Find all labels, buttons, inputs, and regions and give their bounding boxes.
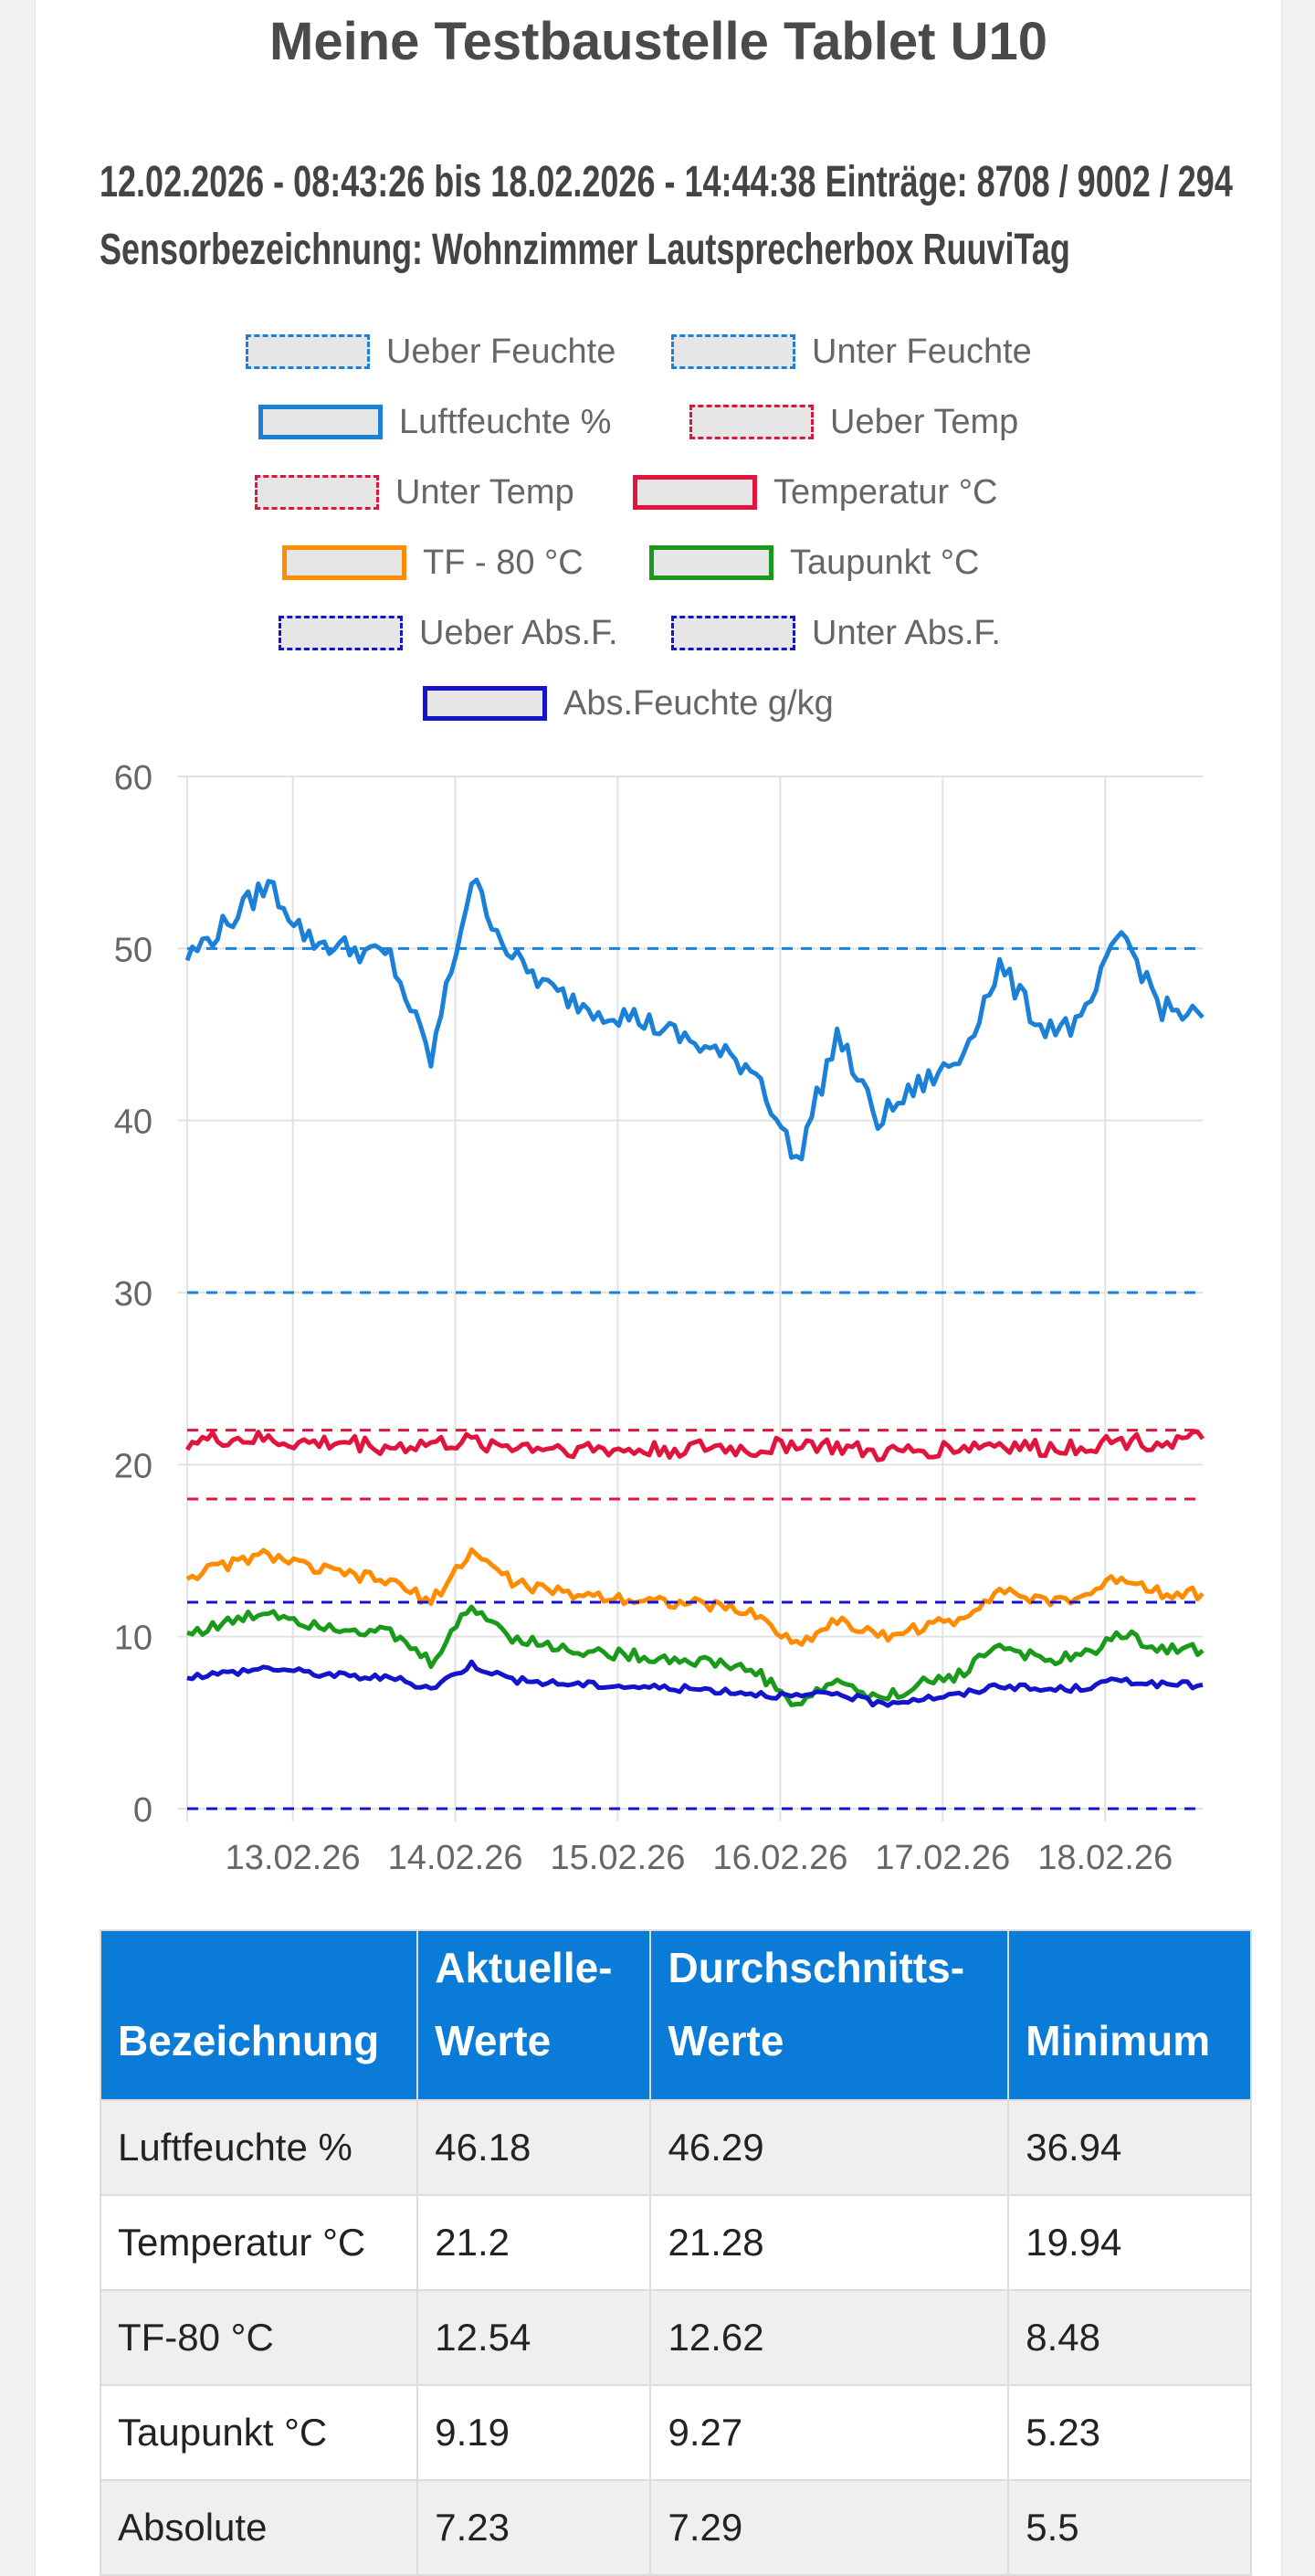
cell-average: 21.28	[649, 2194, 1010, 2291]
cell-current: 9.19	[416, 2384, 652, 2481]
legend-item[interactable]: TF - 80 °C	[282, 543, 584, 583]
legend-swatch	[633, 475, 757, 510]
series-line	[185, 1547, 1205, 1647]
legend-label: Taupunkt °C	[790, 543, 980, 582]
legend-label: Unter Abs.F.	[812, 613, 1001, 652]
legend-item[interactable]: Abs.Feuchte g/kg	[423, 683, 834, 723]
table-row: Absolute 7.23 7.29 5.5	[99, 2479, 1252, 2576]
legend-label: Unter Feuchte	[812, 332, 1032, 371]
legend-item[interactable]: Unter Abs.F.	[671, 613, 1001, 653]
table-row: Luftfeuchte % 46.18 46.29 36.94	[99, 2099, 1252, 2196]
legend-swatch	[671, 616, 795, 650]
cell-label: Luftfeuchte %	[99, 2099, 419, 2196]
legend-swatch	[649, 545, 773, 580]
header-bezeichnung: Bezeichnung	[99, 1929, 419, 2101]
cell-current: 7.23	[416, 2479, 652, 2576]
series-line	[186, 1659, 1204, 1708]
x-tick-label: 14.02.26	[388, 1839, 523, 1877]
legend-item[interactable]: Luftfeuchte %	[258, 402, 611, 442]
sensor-name: Sensorbezeichnung: Wohnzimmer Lautsprech…	[100, 226, 1070, 274]
legend-item[interactable]: Ueber Temp	[689, 402, 1018, 442]
y-tick-label: 30	[114, 1275, 153, 1314]
stats-table: Bezeichnung Aktuelle- Werte Durchschnitts…	[99, 1929, 1252, 2576]
legend-swatch	[689, 405, 814, 439]
y-tick-label: 60	[114, 759, 153, 797]
cell-current: 21.2	[416, 2194, 652, 2291]
legend-swatch	[423, 686, 547, 721]
y-tick-label: 20	[114, 1447, 153, 1485]
legend-label: Abs.Feuchte g/kg	[563, 683, 834, 723]
y-tick-label: 0	[133, 1791, 153, 1830]
page-title: Meine Testbaustelle Tablet U10	[269, 12, 1047, 71]
x-tick-label: 18.02.26	[1037, 1839, 1173, 1877]
legend-label: Ueber Feuchte	[386, 332, 616, 371]
series-line	[184, 1429, 1205, 1462]
x-tick-label: 17.02.26	[875, 1839, 1010, 1877]
table-clip: Bezeichnung Aktuelle- Werte Durchschnitts…	[36, 0, 1252, 2576]
legend-swatch	[282, 545, 406, 580]
cell-average: 46.29	[649, 2099, 1010, 2196]
legend-label: Luftfeuchte %	[399, 402, 612, 441]
cell-label: Temperatur °C	[99, 2194, 419, 2291]
legend-item[interactable]: Temperatur °C	[633, 472, 997, 512]
legend-item[interactable]: Ueber Abs.F.	[279, 613, 618, 653]
header-durchschnitts-werte: Durchschnitts- Werte	[649, 1929, 1010, 2101]
legend-item[interactable]: Ueber Feuchte	[246, 332, 615, 372]
y-tick-label: 50	[114, 931, 153, 969]
y-tick-label: 40	[114, 1103, 153, 1142]
cell-minimum: 19.94	[1007, 2194, 1252, 2291]
cell-label: TF-80 °C	[99, 2289, 419, 2386]
legend-swatch	[246, 334, 370, 369]
cell-minimum: 36.94	[1007, 2099, 1252, 2196]
legend-label: Ueber Abs.F.	[419, 613, 618, 652]
header-aktuelle-werte: Aktuelle- Werte	[416, 1929, 652, 2101]
legend-label: TF - 80 °C	[423, 543, 584, 582]
y-tick-label: 10	[114, 1620, 153, 1658]
cell-average: 9.27	[649, 2384, 1010, 2481]
cell-average: 12.62	[649, 2289, 1010, 2386]
legend-swatch	[279, 616, 403, 650]
table-header-row: Bezeichnung Aktuelle- Werte Durchschnitts…	[99, 1929, 1252, 2101]
cell-minimum: 8.48	[1007, 2289, 1252, 2386]
legend-swatch	[671, 334, 795, 369]
series-line	[186, 1604, 1205, 1707]
cell-minimum: 5.23	[1007, 2384, 1252, 2481]
header-minimum: Minimum	[1007, 1929, 1252, 2101]
legend-swatch	[258, 405, 383, 439]
legend-item[interactable]: Taupunkt °C	[649, 543, 979, 583]
page-card: Meine Testbaustelle Tablet U10 12.02.202…	[35, 0, 1282, 2576]
legend-label: Unter Temp	[395, 472, 574, 512]
cell-current: 46.18	[416, 2099, 652, 2196]
table-row: Temperatur °C 21.2 21.28 19.94	[99, 2194, 1252, 2291]
sensor-line-chart: 0 10 20 30 40 50 60 13.02.26 14.02.26 15.02.26 16.…	[114, 759, 1205, 1877]
x-tick-label: 13.02.26	[226, 1839, 361, 1877]
x-tick-label: 16.02.26	[712, 1839, 847, 1877]
cell-current: 12.54	[416, 2289, 652, 2386]
cell-minimum: 5.5	[1007, 2479, 1252, 2576]
series-line	[184, 877, 1205, 1162]
x-tick-label: 15.02.26	[551, 1839, 686, 1877]
legend-item[interactable]: Unter Feuchte	[671, 332, 1032, 372]
legend-label: Ueber Temp	[830, 402, 1019, 441]
cell-label: Absolute	[99, 2479, 419, 2576]
legend-label: Temperatur °C	[773, 472, 998, 512]
cell-average: 7.29	[649, 2479, 1010, 2576]
cell-label: Taupunkt °C	[99, 2384, 419, 2481]
legend-swatch	[255, 475, 379, 510]
table-row: Taupunkt °C 9.19 9.27 5.23	[99, 2384, 1252, 2481]
table-row: TF-80 °C 12.54 12.62 8.48	[99, 2289, 1252, 2386]
legend-item[interactable]: Unter Temp	[255, 472, 574, 512]
